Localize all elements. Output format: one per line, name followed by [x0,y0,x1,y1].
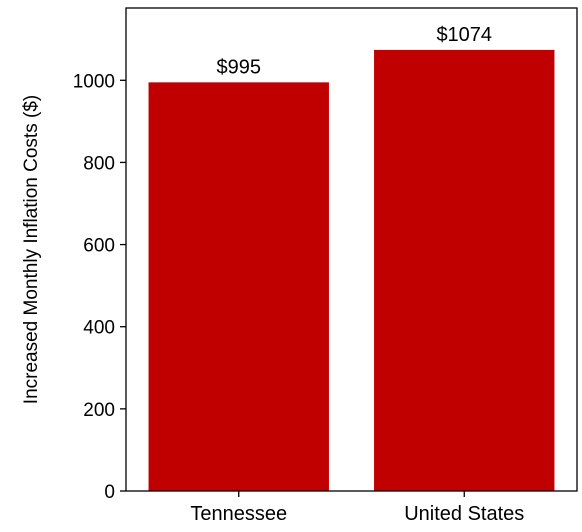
x-tick-label-tennessee: Tennessee [190,503,287,525]
y-tick-label-1000: 1000 [73,71,115,92]
axes-layer [125,7,578,492]
bar-united-states [374,49,555,492]
bar-tennessee [148,82,329,491]
data-label-united-states: $1074 [436,24,492,46]
y-tick-label-400: 400 [83,318,115,339]
y-tick-label-200: 200 [83,400,115,421]
x-ticks-layer: Tennessee United States [190,491,524,525]
plot-frame [125,7,578,492]
x-tick-label-united-states: United States [404,503,524,525]
y-axis-title: Increased Monthly Inflation Costs ($) [21,95,42,404]
y-tick-label-0: 0 [104,482,115,503]
data-label-tennessee: $995 [217,56,262,78]
y-tick-label-600: 600 [83,236,115,257]
data-labels-layer: $995 $1074 [217,24,493,78]
y-ticks-layer: 0 200 400 600 800 1000 [73,71,126,503]
bars-layer [148,49,555,492]
y-tick-label-800: 800 [83,153,115,174]
